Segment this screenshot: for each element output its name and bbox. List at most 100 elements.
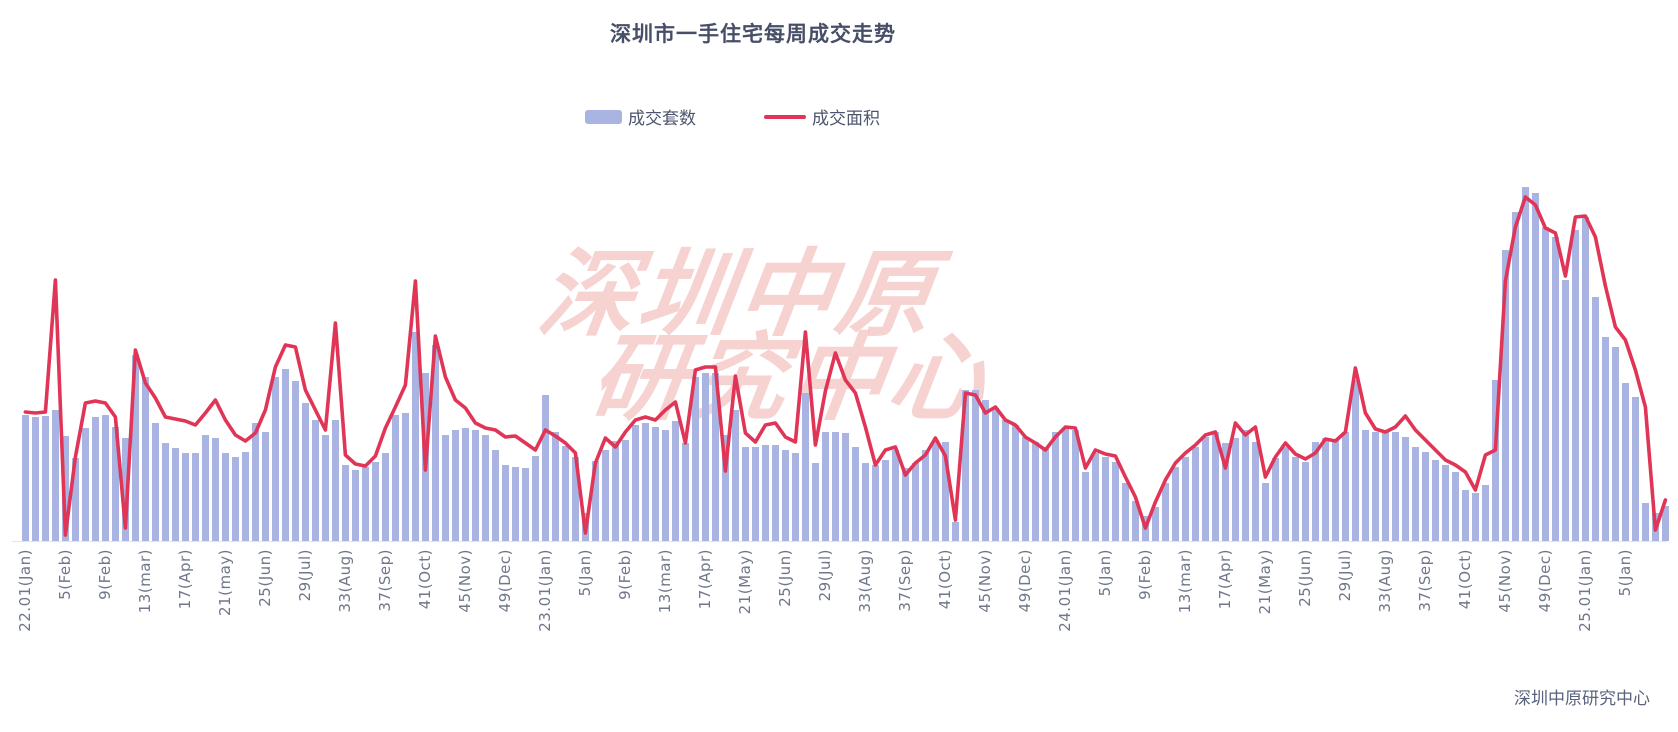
bar-week-129 bbox=[1312, 442, 1319, 541]
bar-week-84 bbox=[862, 463, 869, 541]
bar-week-98 bbox=[1002, 420, 1009, 541]
bar-week-65 bbox=[672, 421, 679, 541]
bar-week-36 bbox=[382, 453, 389, 541]
bar-week-142 bbox=[1442, 465, 1449, 541]
bar-week-31 bbox=[332, 420, 339, 541]
bar-week-8 bbox=[102, 415, 109, 541]
bar-week-105 bbox=[1072, 430, 1079, 541]
bar-week-11 bbox=[132, 355, 139, 541]
bar-week-1 bbox=[32, 417, 39, 541]
bar-week-61 bbox=[632, 425, 639, 541]
bar-week-134 bbox=[1362, 430, 1369, 541]
bar-week-43 bbox=[452, 430, 459, 541]
bar-week-152 bbox=[1542, 227, 1549, 541]
source-credit: 深圳中原研究中心 bbox=[1514, 689, 1650, 709]
bar-week-89 bbox=[912, 463, 919, 541]
bar-week-59 bbox=[612, 441, 619, 541]
bar-week-44 bbox=[462, 428, 469, 541]
bar-week-147 bbox=[1492, 380, 1499, 541]
bar-week-26 bbox=[282, 369, 289, 541]
bar-week-101 bbox=[1032, 442, 1039, 541]
bar-week-83 bbox=[852, 447, 859, 541]
bar-week-108 bbox=[1102, 457, 1109, 541]
bar-week-15 bbox=[172, 448, 179, 541]
bar-week-126 bbox=[1282, 447, 1289, 541]
bar-week-138 bbox=[1402, 437, 1409, 541]
legend-label-area: 成交面积 bbox=[812, 109, 880, 129]
bar-week-81 bbox=[832, 432, 839, 541]
bar-week-154 bbox=[1562, 280, 1569, 541]
bar-week-19 bbox=[212, 438, 219, 541]
bar-week-143 bbox=[1452, 472, 1459, 541]
bar-week-135 bbox=[1372, 432, 1379, 541]
bar-week-68 bbox=[702, 373, 709, 541]
bar-week-106 bbox=[1082, 472, 1089, 541]
bar-week-125 bbox=[1272, 458, 1279, 541]
bar-week-29 bbox=[312, 420, 319, 541]
bar-week-3 bbox=[52, 410, 59, 541]
bar-week-35 bbox=[372, 462, 379, 541]
bar-week-70 bbox=[722, 435, 729, 541]
bar-week-34 bbox=[362, 467, 369, 541]
bar-week-123 bbox=[1252, 442, 1259, 541]
bar-week-94 bbox=[962, 390, 969, 541]
legend-label-units: 成交套数 bbox=[628, 109, 696, 129]
bar-week-47 bbox=[492, 450, 499, 541]
bar-week-25 bbox=[272, 377, 279, 541]
line-series-swatch-icon bbox=[764, 114, 806, 119]
legend-item-units[interactable]: 成交套数 bbox=[585, 104, 696, 129]
bar-week-109 bbox=[1112, 462, 1119, 541]
bar-week-100 bbox=[1022, 437, 1029, 541]
bar-week-12 bbox=[142, 377, 149, 541]
bar-week-27 bbox=[292, 381, 299, 541]
bar-week-88 bbox=[902, 468, 909, 541]
bar-week-51 bbox=[532, 456, 539, 541]
bar-week-23 bbox=[252, 423, 259, 541]
bar-week-122 bbox=[1242, 430, 1249, 541]
bar-week-32 bbox=[342, 465, 349, 541]
bar-week-156 bbox=[1582, 217, 1589, 541]
legend-item-area[interactable]: 成交面积 bbox=[764, 104, 880, 129]
bar-week-48 bbox=[502, 465, 509, 541]
bar-week-9 bbox=[112, 427, 119, 541]
bar-week-62 bbox=[642, 423, 649, 541]
bar-week-119 bbox=[1212, 432, 1219, 541]
bar-week-131 bbox=[1332, 440, 1339, 541]
bar-week-20 bbox=[222, 453, 229, 541]
bar-week-4 bbox=[62, 436, 69, 541]
bar-week-107 bbox=[1092, 453, 1099, 541]
bar-week-91 bbox=[932, 440, 939, 541]
x-axis-line bbox=[12, 541, 1667, 542]
bar-week-75 bbox=[772, 445, 779, 541]
bar-week-118 bbox=[1202, 437, 1209, 541]
bar-week-96 bbox=[982, 400, 989, 541]
bar-week-55 bbox=[572, 457, 579, 541]
bar-week-38 bbox=[402, 413, 409, 541]
bar-week-30 bbox=[322, 435, 329, 541]
bar-week-104 bbox=[1062, 428, 1069, 541]
bar-week-159 bbox=[1612, 347, 1619, 541]
bar-week-93 bbox=[952, 522, 959, 541]
bar-week-52 bbox=[542, 395, 549, 541]
bar-week-140 bbox=[1422, 452, 1429, 541]
bar-week-78 bbox=[802, 393, 809, 541]
bar-week-87 bbox=[892, 450, 899, 541]
bar-week-85 bbox=[872, 465, 879, 541]
bar-week-144 bbox=[1462, 490, 1469, 541]
bar-week-53 bbox=[552, 432, 559, 541]
bar-week-73 bbox=[752, 447, 759, 541]
bar-week-128 bbox=[1302, 462, 1309, 541]
bar-week-67 bbox=[692, 377, 699, 541]
bar-week-141 bbox=[1432, 460, 1439, 541]
bar-week-114 bbox=[1162, 483, 1169, 541]
bar-week-77 bbox=[792, 453, 799, 541]
bar-week-90 bbox=[922, 450, 929, 541]
bar-week-41 bbox=[432, 345, 439, 541]
bar-week-164 bbox=[1662, 506, 1669, 541]
bar-week-149 bbox=[1512, 212, 1519, 541]
bar-week-102 bbox=[1042, 447, 1049, 541]
bar-week-5 bbox=[72, 458, 79, 541]
bar-week-111 bbox=[1132, 501, 1139, 541]
